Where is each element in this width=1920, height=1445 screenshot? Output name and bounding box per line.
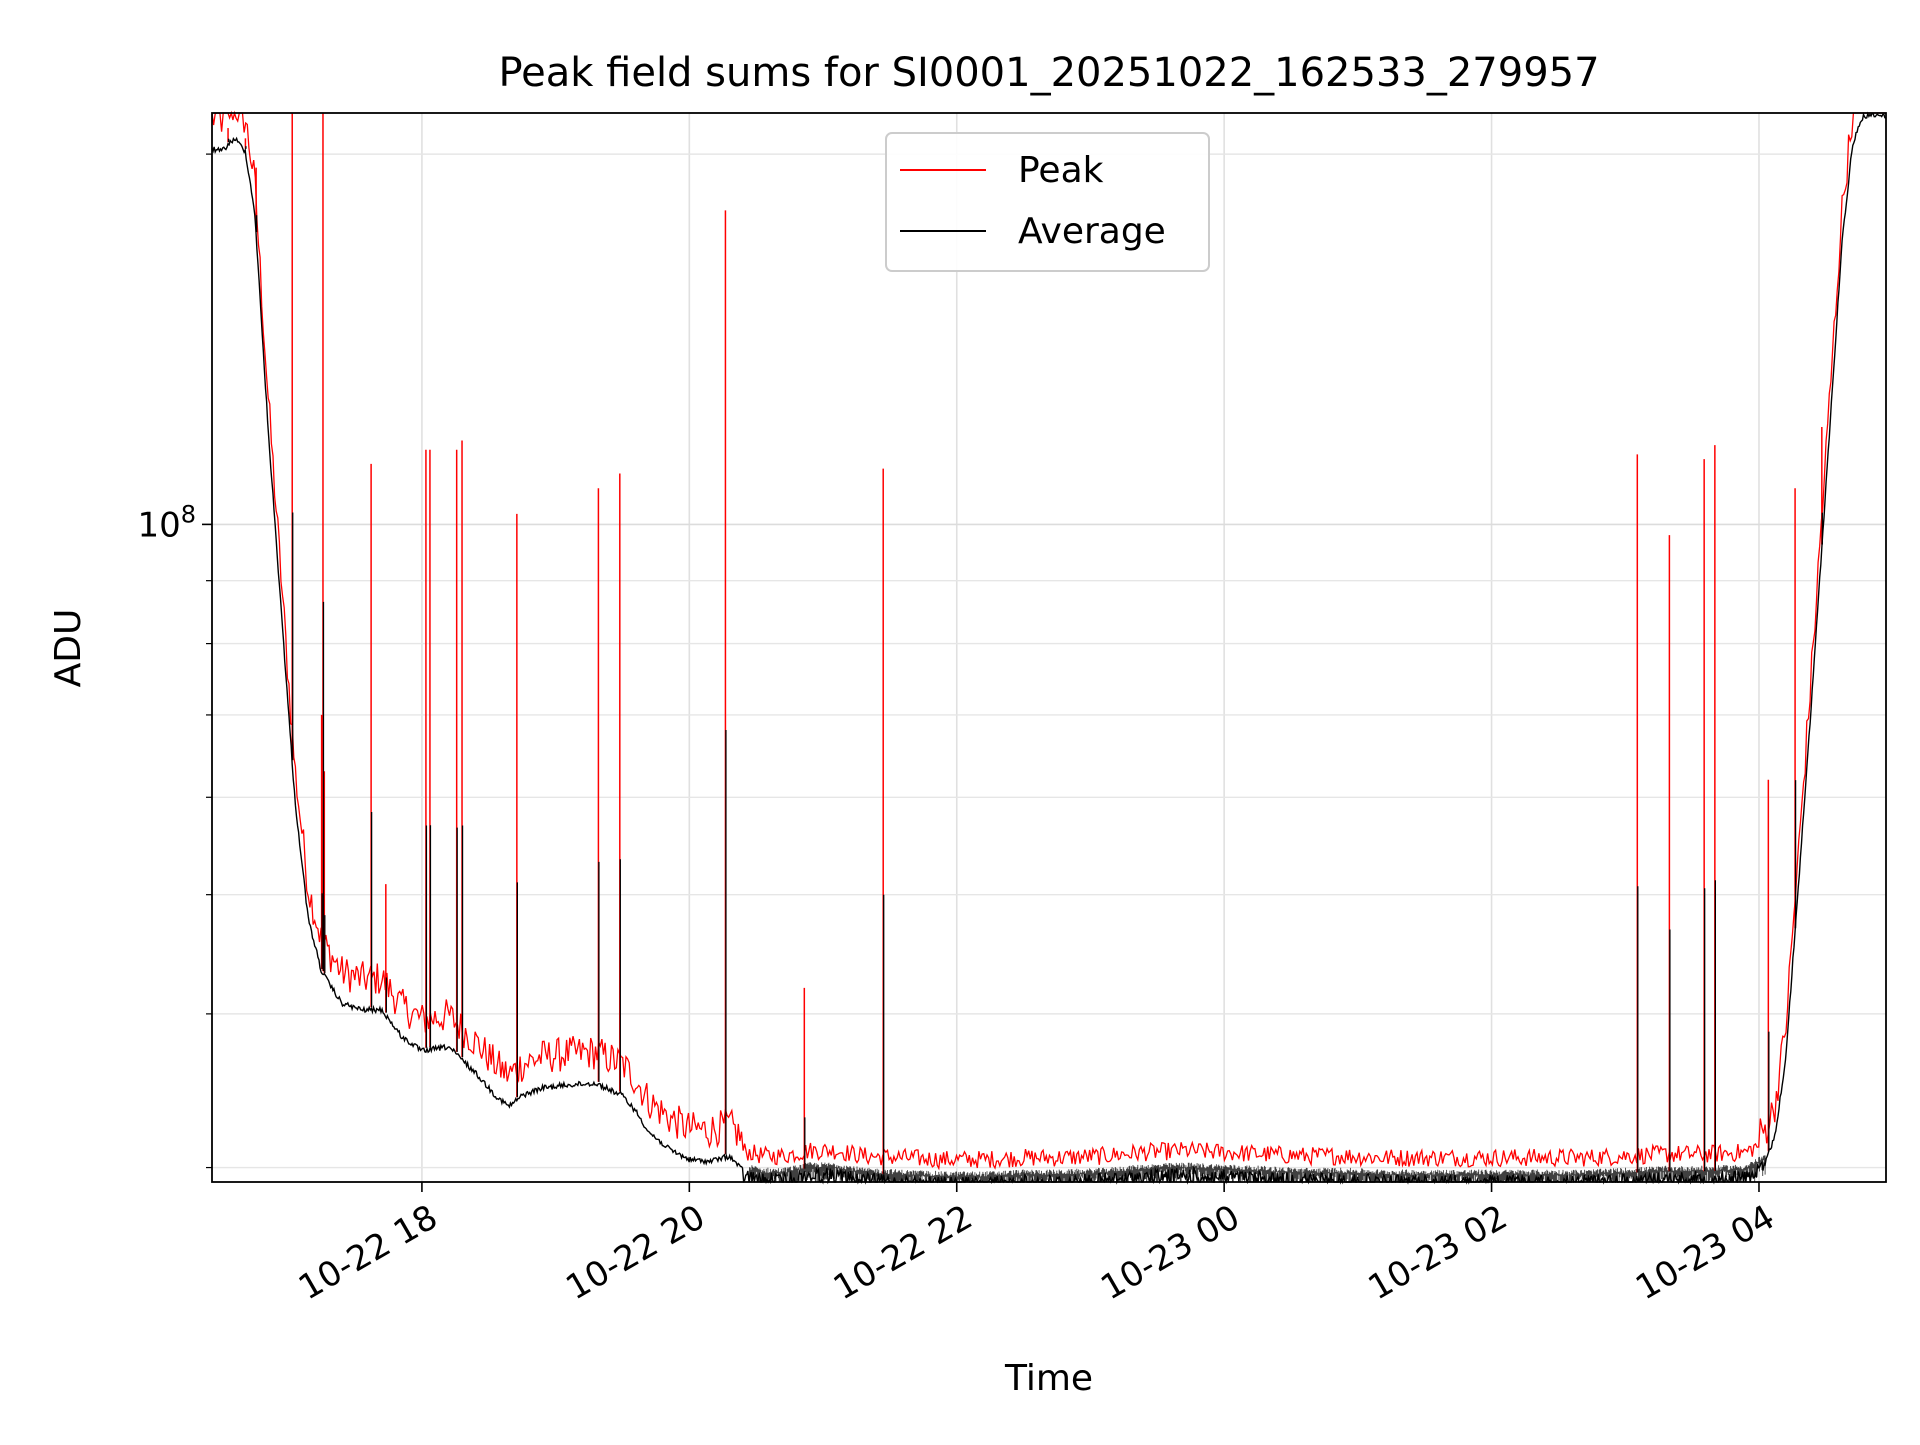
peak-series-line <box>211 110 1886 1171</box>
x-axis-label: Time <box>1004 1358 1093 1399</box>
plot-frame <box>211 112 1887 1183</box>
y-tick-label: 108 <box>137 500 196 545</box>
legend-average-label: Average <box>1018 211 1166 252</box>
chart-title: Peak field sums for SI0001_20251022_1625… <box>498 50 1599 96</box>
legend-peak-label: Peak <box>1018 150 1104 191</box>
legend: Peak Average <box>885 132 1210 272</box>
y-axis-label: ADU <box>48 609 89 688</box>
series-layer <box>211 110 1887 1185</box>
legend-box <box>885 132 1210 272</box>
